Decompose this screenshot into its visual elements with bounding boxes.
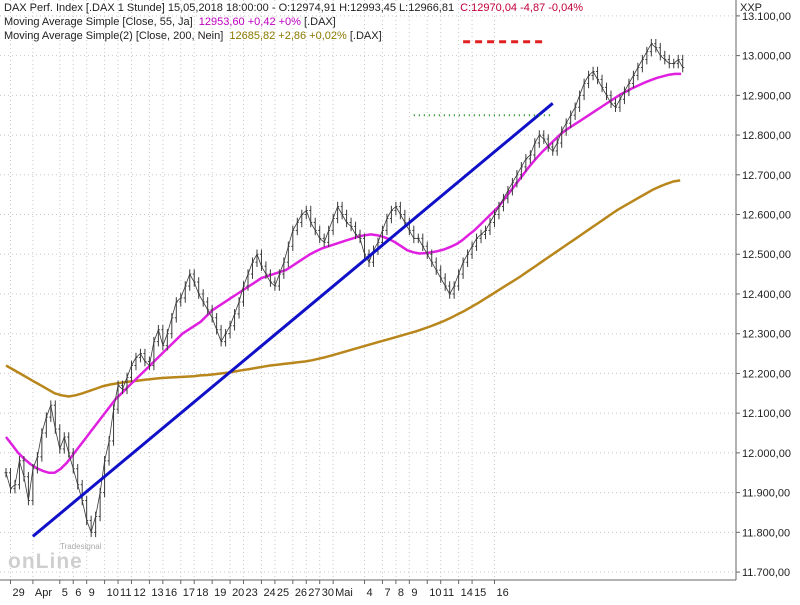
- legend-price-prefix: DAX Perf. Index [.DAX 1 Stunde] 15,05,20…: [4, 2, 455, 14]
- tradesignal-logo: Tradesignal onLine: [8, 540, 108, 576]
- y-tick-label: 11.900,00: [742, 488, 790, 500]
- ma55-line: [5, 72, 682, 474]
- x-tick-label: 24: [263, 587, 275, 599]
- legend-ma55-suffix: [.DAX]: [304, 16, 336, 28]
- x-tick-label: 13: [151, 587, 163, 599]
- x-tick-label: 9: [411, 587, 417, 599]
- x-tick-label: 23: [246, 587, 258, 599]
- y-tick-label: 13.100,00: [742, 11, 791, 23]
- y-tick-label: 12.200,00: [742, 368, 791, 380]
- x-tick-label: 4: [367, 587, 373, 599]
- trendline: [31, 102, 554, 538]
- legend-ma55: Moving Average Simple [Close, 55, Ja] 12…: [4, 16, 336, 28]
- y-tick-label: 13.000,00: [742, 51, 791, 63]
- y-tick-label: 12.400,00: [742, 289, 791, 301]
- x-tick-label: 26: [295, 587, 307, 599]
- x-tick-label: 11: [120, 587, 131, 599]
- x-tick-label: 16: [496, 587, 508, 599]
- legend-ma55-prefix: Moving Average Simple [Close, 55, Ja]: [4, 16, 193, 28]
- y-tick-label: 12.500,00: [742, 249, 791, 261]
- x-tick-label: 18: [196, 587, 208, 599]
- y-tick-label: 12.600,00: [742, 210, 791, 222]
- x-tick-label: 20: [232, 587, 244, 599]
- legend-ma200-value: 12685,82 +2,86 +0,02%: [229, 30, 347, 42]
- legend-ma55-value: 12953,60 +0,42 +0%: [198, 16, 301, 28]
- logo-sub: Tradesignal: [60, 542, 102, 551]
- x-tick-label: 25: [277, 587, 289, 599]
- x-tick-label: 10: [107, 587, 119, 599]
- y-tick-label: 12.700,00: [742, 170, 791, 182]
- x-tick-label: 14: [461, 587, 473, 599]
- y-tick-label: 12.800,00: [742, 130, 791, 142]
- x-tick-label: 6: [75, 587, 81, 599]
- x-tick-label: 19: [214, 587, 226, 599]
- x-tick-label: Apr: [35, 587, 52, 599]
- legend-price: DAX Perf. Index [.DAX 1 Stunde] 15,05,20…: [4, 2, 583, 14]
- price-line: [5, 43, 684, 533]
- ma200-line: [5, 179, 681, 398]
- axis-corner-label: XXP: [740, 2, 763, 14]
- x-tick-label: 9: [89, 587, 95, 599]
- x-tick-label: 27: [308, 587, 320, 599]
- x-tick-label: 10: [429, 587, 441, 599]
- x-tick-label: 8: [398, 587, 404, 599]
- y-tick-label: 11.700,00: [742, 567, 790, 579]
- y-tick-label: 12.300,00: [742, 329, 791, 341]
- x-tick-label: 11: [443, 587, 454, 599]
- legend-ma200-suffix: [.DAX]: [349, 30, 382, 42]
- y-tick-label: 12.000,00: [742, 448, 791, 460]
- x-tick-label: 16: [165, 587, 177, 599]
- legend-ma200: Moving Average Simple(2) [Close, 200, Ne…: [4, 30, 382, 42]
- x-tick-label: 7: [384, 587, 390, 599]
- x-tick-label: 17: [183, 587, 195, 599]
- y-tick-label: 12.900,00: [742, 90, 791, 102]
- x-tick-label: 30: [322, 587, 334, 599]
- legend-ma200-prefix: Moving Average Simple(2) [Close, 200, Ne…: [4, 30, 224, 42]
- y-tick-label: 12.100,00: [742, 408, 791, 420]
- x-tick-label: 29: [12, 587, 24, 599]
- x-tick-label: Mai: [335, 587, 353, 599]
- x-tick-label: 15: [474, 587, 486, 599]
- logo-brand: onLine: [8, 550, 83, 573]
- y-tick-label: 11.800,00: [742, 527, 790, 539]
- x-tick-label: 12: [133, 587, 145, 599]
- legend-price-close: C:12970,04 -4,87 -0,04%: [460, 2, 584, 14]
- x-tick-label: 5: [62, 587, 68, 599]
